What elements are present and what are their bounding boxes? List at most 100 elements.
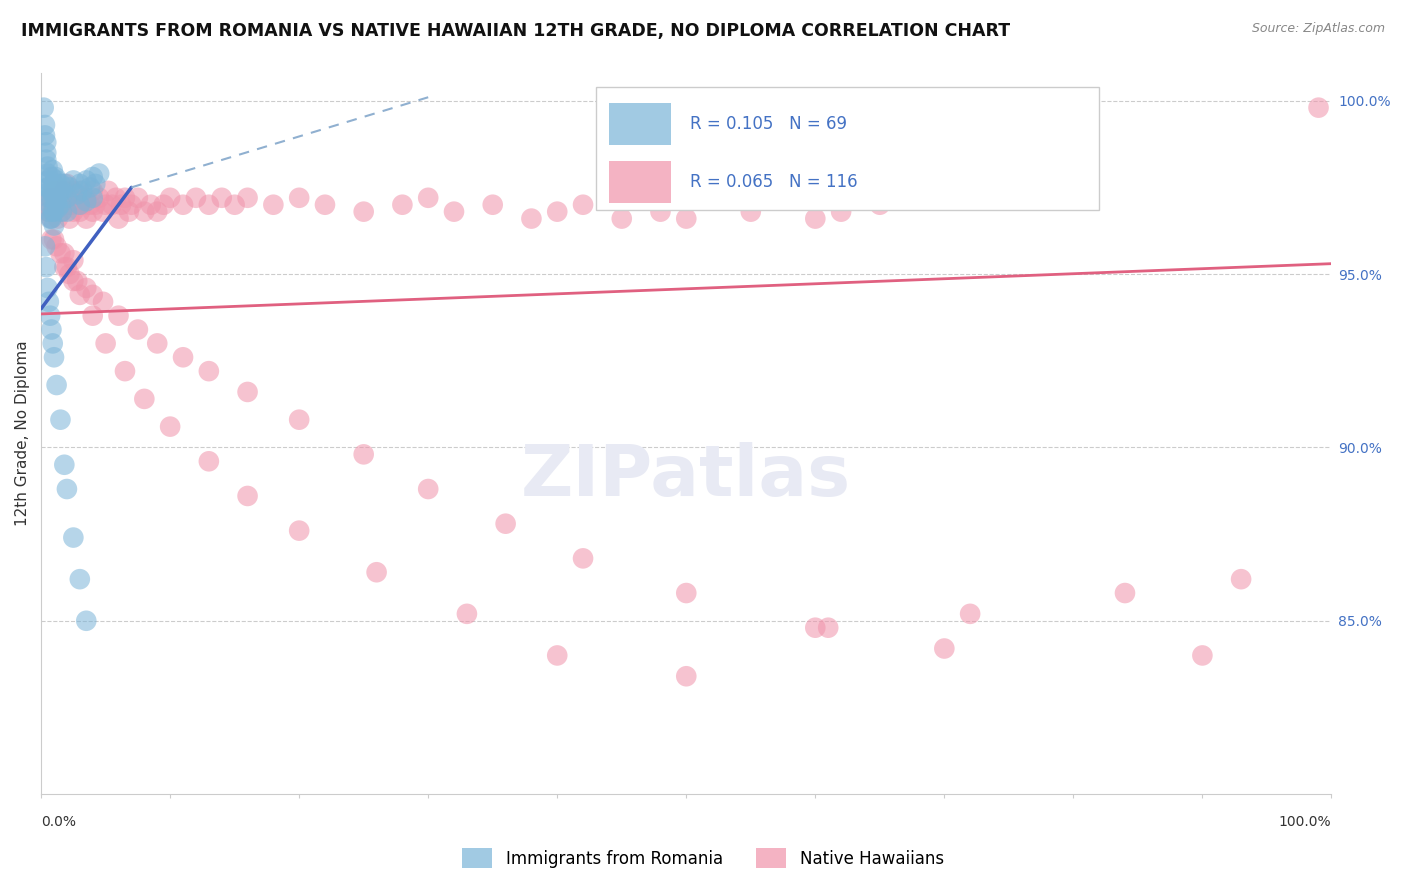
Point (60, 198, 83, 212)
Text: R = 0.065   N = 116: R = 0.065 N = 116 (690, 173, 858, 191)
Point (75, 211, 97, 226)
Point (53, 260, 76, 274)
Point (62, 184, 84, 198)
Point (62, 531, 84, 545)
Point (107, 211, 129, 226)
Point (1308, 101, 1330, 115)
Point (41, 232, 63, 246)
Point (75, 614, 97, 628)
Point (139, 198, 162, 212)
Point (66, 187, 89, 202)
Point (51, 184, 73, 198)
Point (41, 204, 63, 219)
Point (69, 204, 91, 219)
Text: IMMIGRANTS FROM ROMANIA VS NATIVE HAWAIIAN 12TH GRADE, NO DIPLOMA CORRELATION CH: IMMIGRANTS FROM ROMANIA VS NATIVE HAWAII… (21, 22, 1011, 40)
FancyBboxPatch shape (609, 103, 671, 145)
Point (959, 607, 981, 621)
Point (41, 184, 63, 198)
Point (35, 198, 58, 212)
Point (41, 191, 63, 205)
Point (91, 294, 114, 309)
Point (75, 173, 97, 187)
Point (262, 198, 284, 212)
Point (82, 288, 104, 302)
Point (481, 198, 503, 212)
Point (82, 204, 104, 219)
Point (650, 204, 672, 219)
Point (288, 524, 311, 538)
Point (56, 198, 79, 212)
Point (49, 246, 72, 260)
Point (39, 191, 62, 205)
Point (127, 322, 149, 336)
Y-axis label: 12th Grade, No Diploma: 12th Grade, No Diploma (15, 341, 30, 526)
Point (39, 309, 62, 323)
Point (91, 204, 114, 219)
Point (56, 177, 79, 191)
Point (79, 198, 101, 212)
Point (42, 184, 65, 198)
Point (35, 260, 58, 274)
Point (38, 204, 60, 219)
Point (804, 621, 827, 635)
Point (456, 607, 478, 621)
Point (46, 211, 69, 226)
Point (49, 412, 72, 426)
Point (1230, 572, 1253, 586)
Text: Source: ZipAtlas.com: Source: ZipAtlas.com (1251, 22, 1385, 36)
Point (72, 184, 94, 198)
Point (172, 198, 194, 212)
Point (39, 198, 62, 212)
Point (120, 198, 142, 212)
Point (804, 211, 827, 226)
Point (52, 187, 75, 202)
Point (42, 177, 65, 191)
Point (53, 246, 76, 260)
Point (56, 260, 79, 274)
Point (41, 336, 63, 351)
FancyBboxPatch shape (596, 87, 1099, 210)
Point (72, 198, 94, 212)
Point (62, 274, 84, 288)
Point (110, 198, 132, 212)
Point (51, 204, 73, 219)
Point (75, 281, 97, 295)
Point (572, 551, 595, 566)
Point (38, 191, 60, 205)
Point (37, 167, 59, 181)
Point (159, 419, 181, 434)
Point (37, 173, 59, 187)
Point (46, 201, 69, 215)
Point (75, 194, 97, 209)
Point (353, 447, 375, 461)
Point (49, 177, 72, 191)
Point (42, 351, 65, 365)
Point (41, 211, 63, 226)
Point (184, 191, 207, 205)
Point (37, 160, 59, 174)
Point (49, 198, 72, 212)
Point (675, 586, 697, 600)
Point (34, 239, 56, 253)
Point (38, 180, 60, 194)
Point (224, 198, 246, 212)
Point (84, 198, 107, 212)
Legend: Immigrants from Romania, Native Hawaiians: Immigrants from Romania, Native Hawaiian… (454, 839, 952, 877)
Point (58, 180, 80, 194)
Point (37, 204, 59, 219)
Point (934, 641, 956, 656)
Point (353, 204, 375, 219)
Point (89, 167, 111, 181)
Point (49, 191, 72, 205)
Text: 0.0%: 0.0% (41, 815, 76, 829)
Point (520, 211, 543, 226)
Point (546, 204, 568, 219)
Text: R = 0.105   N = 69: R = 0.105 N = 69 (690, 115, 848, 133)
Point (45, 239, 67, 253)
Point (288, 412, 311, 426)
Point (45, 173, 67, 187)
Point (42, 204, 65, 219)
Point (56, 204, 79, 219)
Point (198, 454, 221, 468)
Point (82, 309, 104, 323)
